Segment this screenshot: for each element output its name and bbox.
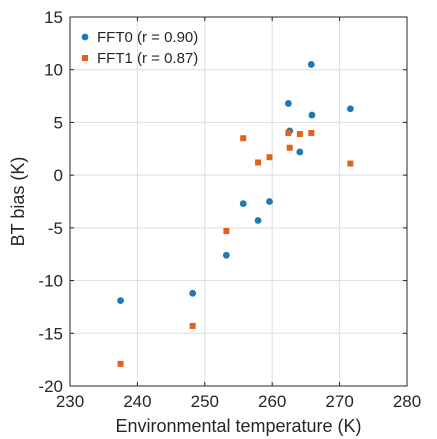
series-1 (117, 129, 354, 367)
legend: FFT0 (r = 0.90) FFT1 (r = 0.87) (81, 29, 198, 67)
data-point-fft1 (286, 144, 293, 151)
x-tick-label: 250 (191, 392, 219, 411)
data-point-fft1 (255, 159, 262, 166)
data-point-fft0 (346, 105, 354, 113)
x-tick-label: 240 (123, 392, 151, 411)
data-point-fft1 (347, 160, 354, 167)
data-point-fft0 (189, 289, 197, 297)
data-points (117, 61, 354, 367)
data-point-fft0 (239, 200, 247, 208)
data-point-fft1 (296, 131, 303, 138)
y-tick-label: -15 (38, 324, 63, 343)
y-tick-label: 15 (44, 8, 63, 27)
y-tick-label: 0 (54, 166, 63, 185)
data-point-fft0 (296, 148, 304, 156)
y-tick-label: 5 (54, 113, 63, 132)
data-point-fft1 (240, 135, 247, 142)
data-point-fft0 (222, 251, 230, 259)
x-tick-label: 280 (393, 392, 421, 411)
x-tick-label: 260 (258, 392, 286, 411)
x-tick-label: 230 (56, 392, 84, 411)
x-tick-label: 270 (325, 392, 353, 411)
data-point-fft1 (117, 360, 124, 367)
y-tick-label: -10 (38, 272, 63, 291)
y-axis-label: BT bias (K) (8, 157, 28, 247)
data-point-fft1 (266, 154, 273, 161)
data-point-fft0 (254, 217, 262, 224)
legend-label-1: FFT1 (r = 0.87) (97, 50, 198, 67)
data-point-fft0 (308, 111, 316, 119)
legend-marker-fft1 (82, 55, 88, 61)
legend-marker-fft0 (81, 33, 89, 41)
data-point-fft1 (285, 129, 292, 136)
y-tick-label: -20 (38, 377, 63, 396)
data-point-fft0 (266, 198, 273, 205)
data-point-fft0 (284, 100, 292, 107)
data-point-fft0 (307, 61, 315, 68)
y-tick-label: 10 (44, 61, 63, 80)
series-0 (117, 61, 354, 305)
data-point-fft1 (189, 322, 196, 329)
data-point-fft1 (308, 129, 315, 136)
legend-label-0: FFT0 (r = 0.90) (97, 29, 198, 46)
grid-lines (69, 16, 408, 387)
data-point-fft1 (223, 228, 230, 235)
y-tick-label: -5 (48, 219, 63, 238)
x-axis-label: Environmental temperature (K) (115, 416, 361, 436)
plot-frame (69, 16, 408, 387)
axis-ticks: 230 240 250 260 270 280 -20 -15 -10 -5 0 5 10 15 (38, 8, 421, 411)
data-point-fft0 (117, 297, 124, 305)
